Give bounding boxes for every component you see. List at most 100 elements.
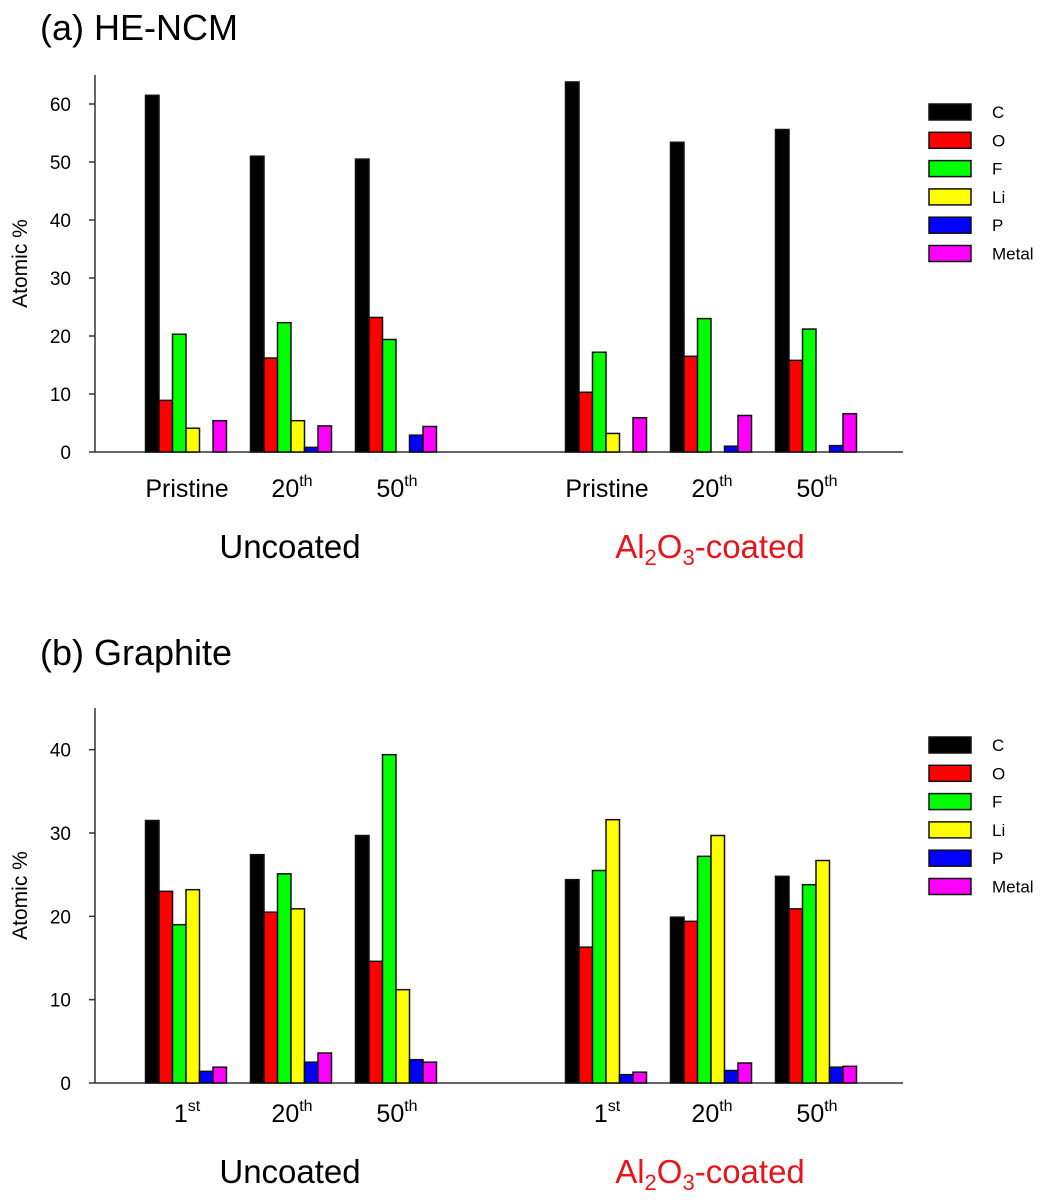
x-tick-label-sup: th <box>719 473 732 490</box>
bar-metal <box>422 1061 438 1084</box>
bar-metal <box>632 1071 648 1084</box>
bar-metal <box>422 425 438 453</box>
bar-c <box>354 158 370 453</box>
group-label-sub: 3 <box>682 1170 694 1195</box>
bar-p <box>408 434 424 453</box>
group-label-sub: 2 <box>645 545 657 570</box>
bar-c <box>354 834 370 1084</box>
group-label: Al2O3-coated <box>615 528 805 570</box>
bar-p <box>723 1069 739 1084</box>
bar-li <box>290 419 306 453</box>
x-tick-label-text: 50 <box>376 475 404 503</box>
bar-metal <box>842 412 858 453</box>
y-tick-label: 30 <box>50 269 71 290</box>
group-label: Uncoated <box>219 528 360 565</box>
bar-li <box>290 908 306 1084</box>
group-label-text: -coated <box>695 528 805 565</box>
bar-c <box>144 94 160 453</box>
x-tick-label-sup: st <box>188 1098 201 1115</box>
x-tick-label-sup: th <box>404 473 417 490</box>
bar-o <box>683 920 699 1084</box>
bar-f <box>171 923 187 1084</box>
bar-c <box>669 916 685 1084</box>
x-tick-label: Pristine <box>145 475 228 503</box>
x-tick-label-sup: th <box>719 1098 732 1115</box>
bar-p <box>198 1070 214 1084</box>
y-axis-label: Atomic % <box>9 219 32 308</box>
group-label-sub: 2 <box>645 1170 657 1195</box>
legend-swatch-f <box>928 159 972 178</box>
bar-li <box>710 834 726 1084</box>
x-tick-label-text: Pristine <box>565 475 648 503</box>
bar-c <box>669 141 685 453</box>
legend-swatch-o <box>928 764 972 783</box>
legend-swatch-metal <box>928 244 972 263</box>
legend-swatch-o <box>928 131 972 150</box>
bar-li <box>185 427 201 453</box>
y-tick-label: 10 <box>50 385 71 406</box>
group-label: Uncoated <box>219 1153 360 1190</box>
bar-c <box>144 819 160 1084</box>
bar-metal <box>737 414 753 453</box>
y-tick-label: 40 <box>50 741 71 762</box>
bar-p <box>828 1066 844 1084</box>
x-tick-label-sup: th <box>299 1098 312 1115</box>
x-tick-label: 20th <box>691 473 732 503</box>
legend-label-li: Li <box>992 821 1005 840</box>
legend-label-c: C <box>992 736 1004 755</box>
bar-metal <box>212 419 228 453</box>
bar-p <box>828 444 844 453</box>
bar-f <box>171 333 187 453</box>
legend-label-p: P <box>992 849 1003 868</box>
bar-f <box>381 338 397 453</box>
y-tick-label: 40 <box>50 211 71 232</box>
x-tick-label-sup: th <box>299 473 312 490</box>
legend-swatch-c <box>928 736 972 754</box>
group-label-text: O <box>657 1153 683 1190</box>
bar-o <box>158 890 174 1084</box>
legend-label-li: Li <box>992 188 1005 207</box>
x-tick-label-text: 50 <box>796 475 824 503</box>
legend-label-o: O <box>992 764 1005 783</box>
legend-label-f: F <box>992 160 1002 179</box>
group-label: Al2O3-coated <box>615 1153 805 1195</box>
bar-f <box>381 753 397 1084</box>
x-tick-label: Pristine <box>565 475 648 503</box>
bar-f <box>801 883 817 1084</box>
x-tick-label: 50th <box>376 1098 417 1128</box>
x-tick-label: 1st <box>174 1098 201 1128</box>
legend-label-p: P <box>992 216 1003 235</box>
chart-title: (b) Graphite <box>40 632 232 673</box>
bar-p <box>723 445 739 453</box>
y-tick-label: 0 <box>60 443 71 464</box>
bar-p <box>303 1061 319 1084</box>
x-tick-label: 50th <box>796 1098 837 1128</box>
y-tick-label: 50 <box>50 153 71 174</box>
y-axis-label: Atomic % <box>9 851 32 940</box>
bar-li <box>815 859 831 1084</box>
bar-f <box>696 317 712 453</box>
legend-swatch-c <box>928 103 972 121</box>
bar-o <box>788 359 804 453</box>
bar-c <box>564 81 580 453</box>
x-tick-label: 50th <box>796 473 837 503</box>
bar-metal <box>842 1065 858 1084</box>
bar-o <box>578 946 594 1084</box>
x-tick-label: 20th <box>271 473 312 503</box>
bar-o <box>683 355 699 453</box>
x-tick-label: 1st <box>594 1098 621 1128</box>
group-label-text: O <box>657 528 683 565</box>
x-tick-label: 50th <box>376 473 417 503</box>
x-tick-label-sup: th <box>404 1098 417 1115</box>
y-tick-label: 20 <box>50 327 71 348</box>
bar-c <box>249 155 265 453</box>
legend-swatch-metal <box>928 877 972 896</box>
bar-c <box>564 878 580 1084</box>
x-tick-label: 20th <box>271 1098 312 1128</box>
bar-metal <box>737 1062 753 1084</box>
bar-f <box>591 869 607 1084</box>
bar-c <box>249 853 265 1084</box>
bar-o <box>788 908 804 1084</box>
x-tick-label-sup: th <box>824 1098 837 1115</box>
